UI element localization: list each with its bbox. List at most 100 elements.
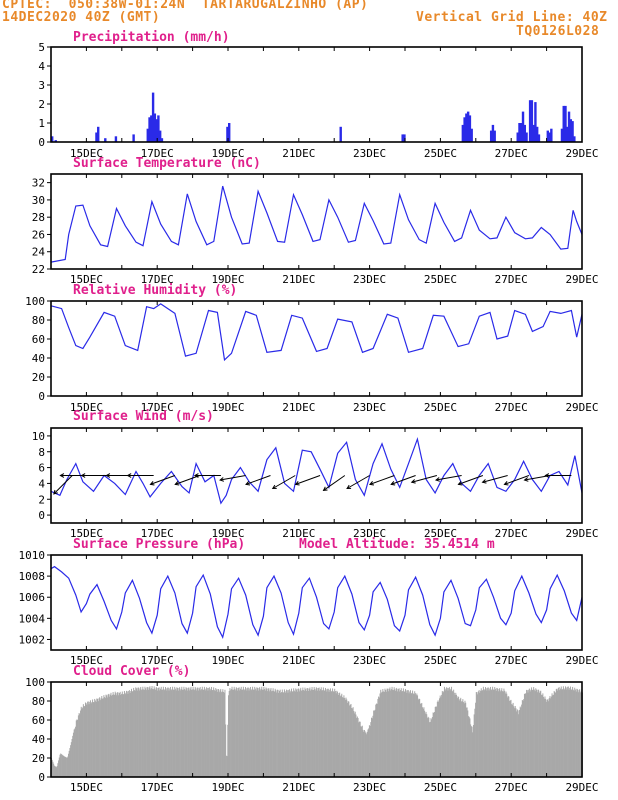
cloud-ytick-label: 100: [25, 676, 45, 689]
cloud-column: [113, 694, 115, 777]
cloud-column: [261, 689, 263, 777]
cloud-column: [75, 726, 77, 777]
cloud-column: [395, 690, 397, 777]
cloud-column: [338, 693, 340, 777]
cloud-column: [109, 696, 111, 777]
cloud-column: [161, 689, 163, 777]
cloud-column: [55, 767, 57, 777]
cloud-column: [392, 689, 394, 777]
precip-bar: [491, 124, 495, 142]
precip-bar: [562, 105, 565, 142]
cloud-column: [455, 694, 457, 777]
cloud-column: [384, 688, 386, 777]
cloud-column: [77, 719, 79, 777]
cloud-column: [105, 694, 107, 777]
cloud-column: [573, 690, 575, 777]
cloud-column: [77, 715, 79, 777]
cloud-column: [353, 711, 355, 777]
cloud-column: [259, 687, 261, 777]
press-ytick-label: 1002: [19, 633, 46, 646]
cloud-column: [76, 719, 78, 777]
cloud-column: [463, 702, 465, 777]
temp-xtick-label: 17DEC: [141, 273, 174, 286]
cloud-column: [189, 688, 191, 777]
cloud-column: [376, 703, 378, 777]
precip-bar: [132, 134, 135, 142]
cloud-column: [341, 693, 343, 777]
cloud-column: [145, 690, 147, 777]
cloud-column: [397, 691, 399, 777]
cloud-column: [140, 686, 142, 777]
cloud-column: [311, 687, 313, 777]
cloud-column: [223, 691, 225, 777]
cloud-column: [514, 706, 516, 777]
cloud-column: [555, 688, 557, 777]
cloud-column: [460, 701, 462, 777]
cloud-column: [545, 698, 547, 777]
cloud-column: [265, 687, 267, 777]
cloud-column: [533, 687, 535, 777]
cloud-ytick-label: 40: [32, 733, 45, 746]
cloud-column: [417, 695, 419, 777]
cloud-column: [423, 707, 425, 777]
cloud-column: [221, 691, 223, 777]
cloud-column: [576, 688, 578, 777]
cloud-column: [179, 690, 181, 777]
cloud-column: [75, 720, 77, 777]
cloud-column: [84, 706, 86, 777]
rh-panel: [47, 300, 583, 397]
cloud-column: [314, 688, 316, 777]
cloud-column: [290, 690, 292, 777]
cloud-column: [394, 689, 396, 777]
cloud-column: [332, 688, 334, 777]
cloud-column: [318, 687, 320, 777]
cloud-column: [426, 714, 428, 777]
cloud-column: [444, 688, 446, 777]
cloud-column: [249, 688, 251, 777]
cloud-column: [397, 688, 399, 777]
cloud-column: [358, 721, 360, 777]
cloud-column: [410, 693, 412, 777]
temp-panel: [47, 173, 583, 270]
cloud-column: [206, 687, 208, 777]
cloud-column: [252, 689, 254, 777]
temp-xtick-label: 27DEC: [495, 273, 528, 286]
cloud-column: [356, 716, 358, 777]
cloud-column: [304, 687, 306, 777]
cloud-column: [137, 687, 139, 777]
cloud-column: [135, 687, 137, 777]
cloud-column: [98, 698, 100, 777]
cloud-column: [478, 690, 480, 777]
cloud-column: [94, 698, 96, 777]
cloud-column: [262, 689, 264, 777]
cloud-column: [190, 686, 192, 777]
cloud-column: [157, 687, 159, 777]
precip-bar: [573, 136, 576, 142]
cloud-column: [564, 689, 566, 777]
cloud-column: [102, 698, 104, 777]
cloud-column: [398, 688, 400, 777]
cloud-column: [286, 689, 288, 777]
cloud-column: [228, 691, 230, 777]
cloud-column: [133, 689, 135, 777]
cloud-column: [155, 687, 157, 777]
press-subtitle: Model Altitude: 35.4514 m: [299, 537, 495, 552]
cloud-column: [169, 688, 171, 777]
cloud-column: [334, 691, 336, 777]
cloud-column: [194, 690, 196, 777]
cloud-column: [368, 725, 370, 777]
cloud-column: [385, 690, 387, 777]
cloud-column: [373, 710, 375, 777]
wind-vector-arrowhead: [53, 489, 58, 495]
cloud-column: [203, 689, 205, 777]
precip-bar: [226, 126, 229, 142]
wind-xtick-label: 29DEC: [565, 527, 598, 540]
wind-ytick-label: 6: [38, 462, 45, 475]
cloud-column: [115, 693, 117, 777]
cloud-column: [215, 689, 217, 777]
cloud-column: [93, 702, 95, 777]
cloud-column: [556, 688, 558, 777]
precip-bar: [155, 119, 158, 142]
wind-xtick-label: 27DEC: [495, 527, 528, 540]
cloud-column: [270, 688, 272, 777]
